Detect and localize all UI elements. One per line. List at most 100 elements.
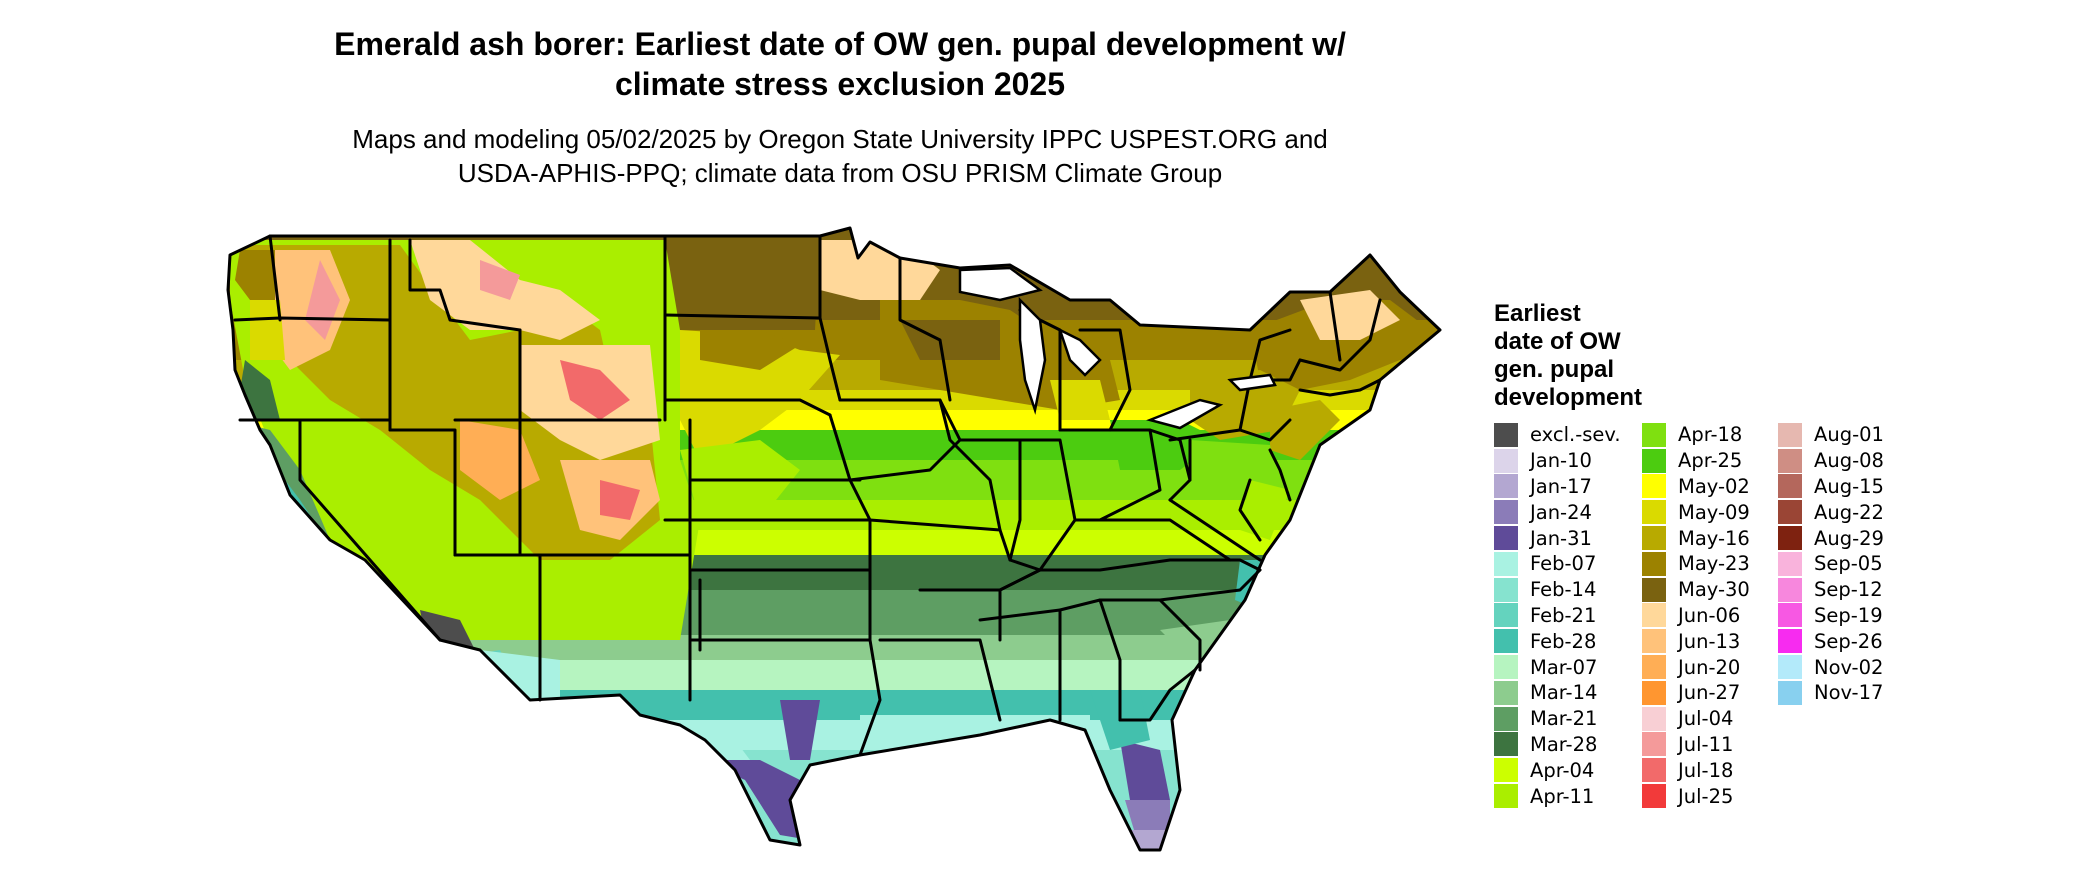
legend-swatch [1494, 526, 1518, 551]
legend-swatch [1778, 422, 1802, 447]
legend-item: Feb-07 [1494, 551, 1621, 577]
legend-label: Feb-14 [1530, 578, 1597, 602]
legend-swatch [1778, 655, 1802, 680]
legend-label: Aug-01 [1814, 423, 1884, 447]
legend-swatch [1778, 474, 1802, 499]
legend-label: Jul-18 [1678, 758, 1734, 782]
legend-item: Apr-25 [1642, 448, 1750, 474]
legend-label: Aug-15 [1814, 474, 1884, 498]
legend-swatch [1778, 448, 1802, 473]
legend-item: Sep-19 [1778, 603, 1884, 629]
legend-item: Mar-28 [1494, 732, 1621, 758]
legend-swatch [1642, 784, 1666, 809]
legend-label: Jun-06 [1678, 603, 1741, 627]
legend-item: Aug-15 [1778, 474, 1884, 500]
legend-item: Jun-20 [1642, 654, 1750, 680]
legend-label: Aug-08 [1814, 449, 1884, 473]
legend-swatch [1642, 603, 1666, 628]
legend-swatch [1778, 500, 1802, 525]
legend-column-2: Apr-18 Apr-25 May-02 May-09 May-16 May-23 May-… [1642, 422, 1750, 809]
legend-title: Earliest date of OW gen. pupal developme… [1494, 300, 1642, 412]
legend-swatch [1642, 551, 1666, 576]
legend-label: Sep-26 [1814, 629, 1883, 653]
legend-swatch [1494, 706, 1518, 731]
legend-swatch [1642, 758, 1666, 783]
legend-column-3: Aug-01 Aug-08 Aug-15 Aug-22 Aug-29 Sep-05 Sep-… [1778, 422, 1884, 706]
state-boundaries [226, 226, 1442, 852]
legend-swatch [1494, 655, 1518, 680]
legend-swatch [1642, 577, 1666, 602]
legend-item: Jun-27 [1642, 680, 1750, 706]
legend-swatch [1642, 422, 1666, 447]
legend-swatch [1642, 448, 1666, 473]
legend-label: Mar-07 [1530, 655, 1598, 679]
legend-label: Apr-11 [1530, 784, 1595, 808]
legend-item: Mar-21 [1494, 706, 1621, 732]
legend-item: Jun-13 [1642, 628, 1750, 654]
legend-label: Nov-02 [1814, 655, 1884, 679]
legend-swatch [1494, 784, 1518, 809]
legend-item: Jan-31 [1494, 525, 1621, 551]
legend-item: Jul-18 [1642, 757, 1750, 783]
legend-label: May-09 [1678, 500, 1750, 524]
legend-label: Jun-20 [1678, 655, 1741, 679]
legend-item: Sep-12 [1778, 577, 1884, 603]
legend-swatch [1494, 758, 1518, 783]
legend-label: Jun-27 [1678, 681, 1741, 705]
us-map [226, 226, 1442, 852]
legend-label: May-02 [1678, 474, 1750, 498]
legend-label: Feb-21 [1530, 603, 1597, 627]
map-subtitle-line-1: Maps and modeling 05/02/2025 by Oregon S… [352, 124, 1328, 154]
legend-swatch [1642, 655, 1666, 680]
legend-item: Mar-07 [1494, 654, 1621, 680]
legend-label: Mar-14 [1530, 681, 1598, 705]
legend-swatch [1778, 577, 1802, 602]
legend-label: Jan-17 [1530, 474, 1592, 498]
legend-label: Mar-28 [1530, 732, 1598, 756]
legend-item: Aug-01 [1778, 422, 1884, 448]
map-title-line-1: Emerald ash borer: Earliest date of OW g… [334, 26, 1346, 62]
legend-item: Jun-06 [1642, 603, 1750, 629]
legend-item: Nov-17 [1778, 680, 1884, 706]
legend-item: May-16 [1642, 525, 1750, 551]
legend-label: Nov-17 [1814, 681, 1884, 705]
legend-swatch [1494, 551, 1518, 576]
legend-swatch [1642, 629, 1666, 654]
legend-item: Feb-28 [1494, 628, 1621, 654]
legend-label: Aug-29 [1814, 526, 1884, 550]
legend-label: Jul-11 [1678, 732, 1734, 756]
legend-swatch [1494, 732, 1518, 757]
map-subtitle-line-2: USDA-APHIS-PPQ; climate data from OSU PR… [457, 158, 1223, 188]
legend-label: Jul-04 [1678, 707, 1734, 731]
map-subtitle: Maps and modeling 05/02/2025 by Oregon S… [290, 122, 1390, 190]
legend-title-line-1: Earliest [1494, 300, 1581, 327]
legend-item: Aug-29 [1778, 525, 1884, 551]
legend-item: May-09 [1642, 499, 1750, 525]
legend-swatch [1494, 629, 1518, 654]
legend-title-line-2: date of OW [1494, 328, 1621, 355]
legend-item: Sep-05 [1778, 551, 1884, 577]
legend-swatch [1642, 500, 1666, 525]
legend-swatch [1494, 603, 1518, 628]
legend-item: Jan-10 [1494, 448, 1621, 474]
legend-label: May-16 [1678, 526, 1750, 550]
legend-swatch [1642, 526, 1666, 551]
legend-swatch [1494, 422, 1518, 447]
legend-label: Sep-12 [1814, 578, 1883, 602]
legend-swatch [1494, 448, 1518, 473]
legend-item: Apr-04 [1494, 757, 1621, 783]
legend-label: Sep-19 [1814, 603, 1883, 627]
legend-swatch [1642, 732, 1666, 757]
legend-swatch [1778, 551, 1802, 576]
legend-title-line-4: development [1494, 384, 1643, 411]
legend-item: Jan-24 [1494, 499, 1621, 525]
legend-item: May-30 [1642, 577, 1750, 603]
legend-label: May-30 [1678, 578, 1750, 602]
legend-swatch [1778, 629, 1802, 654]
legend-swatch [1778, 603, 1802, 628]
legend-item: Feb-14 [1494, 577, 1621, 603]
water-bodies [958, 266, 1277, 430]
legend-swatch [1642, 474, 1666, 499]
legend-item: Apr-11 [1494, 783, 1621, 809]
legend-label: Jun-13 [1678, 629, 1741, 653]
